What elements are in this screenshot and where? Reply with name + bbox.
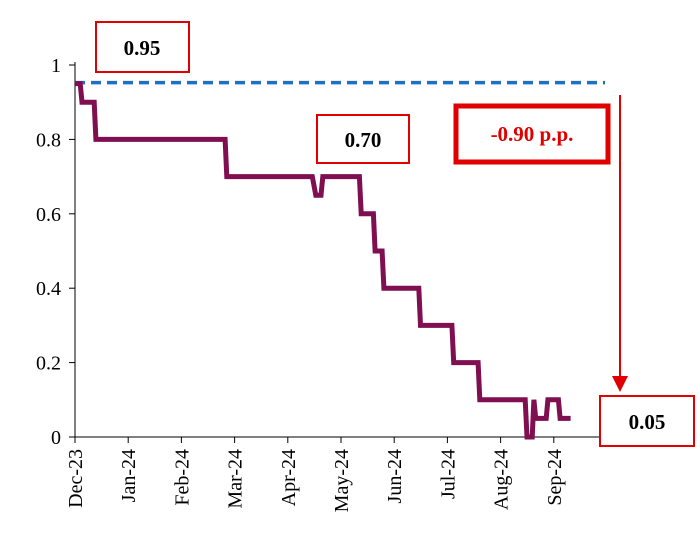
x-tick-label: May-24	[331, 449, 353, 512]
annotation-mid-value: 0.70	[345, 128, 382, 152]
x-tick-label: Jun-24	[384, 449, 406, 503]
y-tick-labels: 0 0.2 0.4 0.6 0.8 1	[36, 55, 61, 449]
annotation-box-end: 0.05	[599, 395, 695, 447]
annotation-end-value: 0.05	[629, 410, 666, 434]
y-tick-label: 0.8	[36, 129, 61, 151]
chart-axes	[69, 62, 605, 443]
x-tick-label: Sep-24	[544, 449, 566, 506]
annotation-box-change: -0.90 p.p.	[453, 103, 611, 165]
annotation-start-value: 0.95	[124, 36, 161, 60]
x-tick-label: Jul-24	[437, 449, 459, 499]
annotation-box-mid: 0.70	[316, 114, 410, 164]
x-tick-label: Mar-24	[225, 449, 247, 509]
x-tick-label: Apr-24	[278, 449, 300, 506]
x-tick-label: Aug-24	[491, 449, 513, 510]
x-tick-labels: Dec-23 Jan-24 Feb-24 Mar-24 Apr-24 May-24 Jun-…	[65, 449, 566, 512]
annotation-box-start: 0.95	[95, 21, 190, 73]
y-tick-label: 0.2	[36, 353, 61, 375]
series-line	[75, 81, 571, 440]
x-tick-label: Feb-24	[171, 449, 193, 506]
x-tick-label: Jan-24	[118, 449, 140, 502]
y-tick-label: 0	[51, 427, 61, 449]
arrow-head	[612, 376, 628, 392]
y-tick-label: 0.6	[36, 204, 61, 226]
change-arrow	[612, 95, 628, 392]
y-tick-label: 0.4	[36, 278, 61, 300]
y-tick-label: 1	[51, 55, 61, 77]
annotation-change-value: -0.90 p.p.	[491, 122, 574, 146]
x-tick-label: Dec-23	[65, 449, 87, 508]
